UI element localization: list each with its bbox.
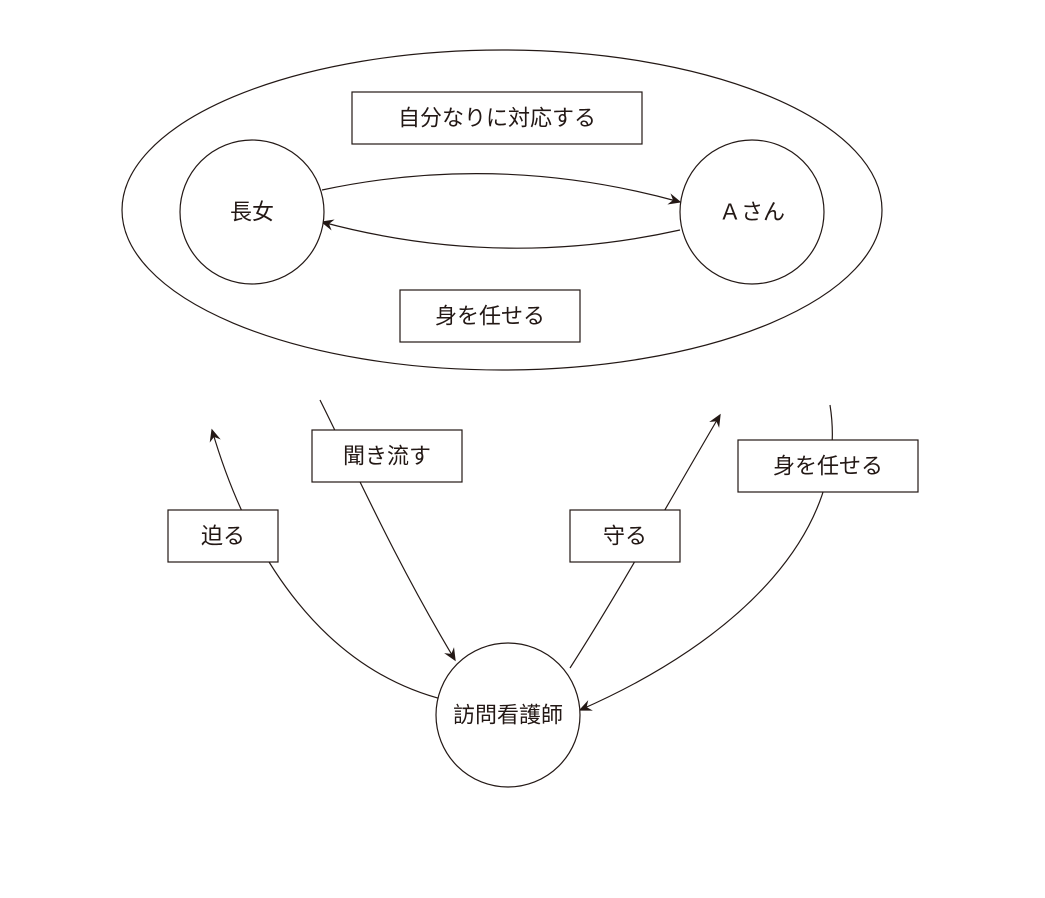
node-label-daughter: 長女	[230, 200, 274, 225]
box-label-entrust_inner: 身を任せる	[435, 304, 545, 329]
box-label-ignore: 聞き流す	[343, 444, 431, 469]
relationship-diagram: 長女Ａさん訪問看護師自分なりに対応する身を任せる聞き流す迫る守る身を任せる	[0, 0, 1045, 898]
box-label-press: 迫る	[201, 524, 245, 549]
arrow-top_bidir_upper	[322, 174, 680, 202]
arrow-top_bidir_lower	[322, 222, 680, 248]
box-label-entrust_outer: 身を任せる	[773, 454, 883, 479]
node-label-a_san: Ａさん	[719, 200, 785, 225]
box-label-respond_own_way: 自分なりに対応する	[398, 106, 596, 131]
node-label-nurse: 訪問看護師	[453, 703, 563, 728]
box-label-protect: 守る	[603, 524, 647, 549]
